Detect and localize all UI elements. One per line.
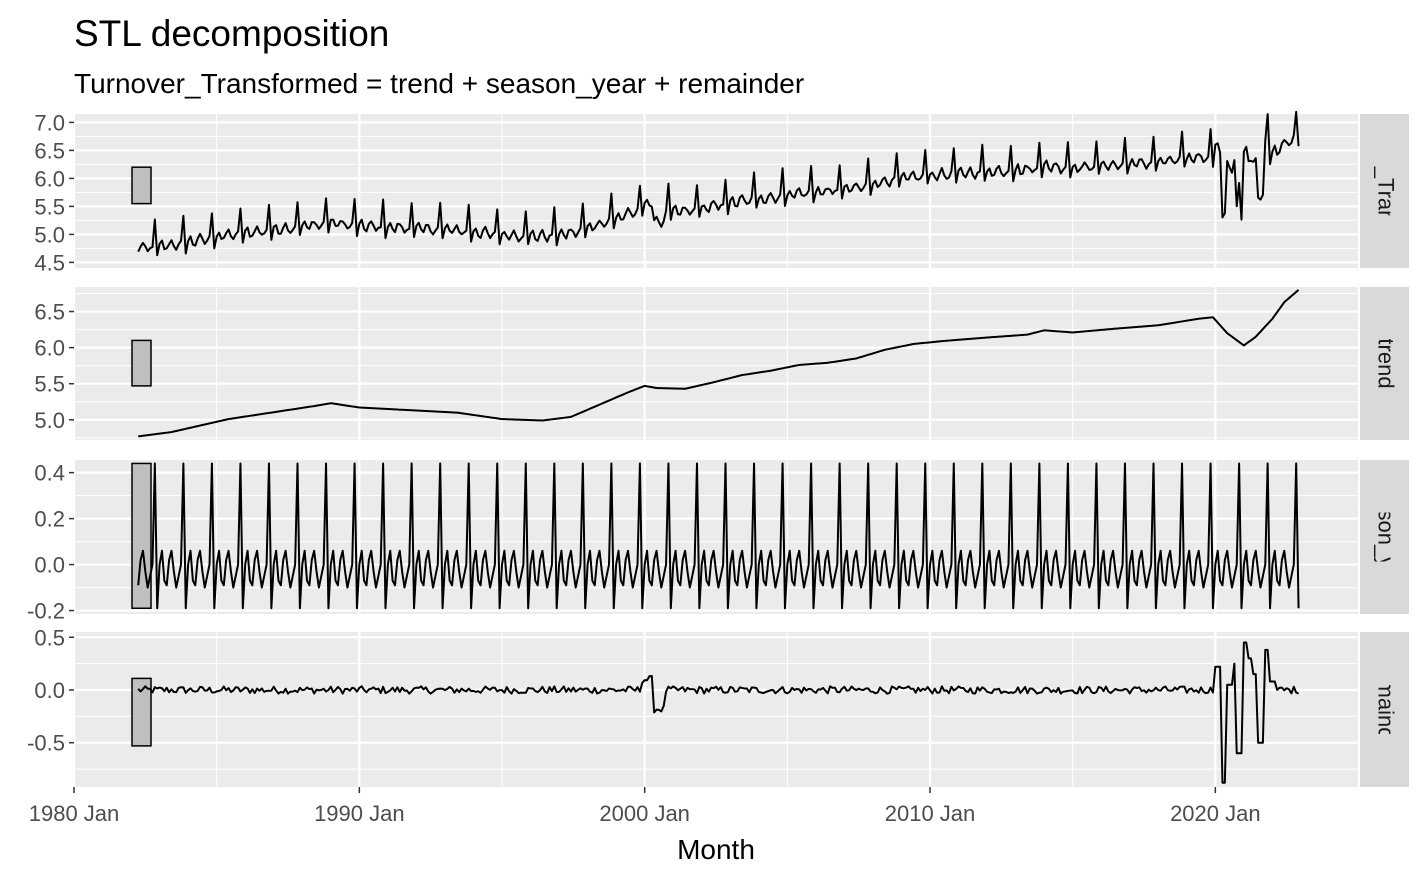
facet-strip: over_Transfor (1360, 114, 1409, 268)
y-tick-label: 5.0 (34, 222, 65, 247)
facet-strip-label: trend (1374, 338, 1399, 388)
facet-strip: season_year (1360, 460, 1409, 614)
facet-strip: trend (1360, 287, 1409, 440)
panel-background (74, 632, 1358, 787)
strip-background (1360, 114, 1409, 268)
x-tick-label: 2020 Jan (1170, 801, 1261, 826)
scale-range-bar (131, 166, 152, 205)
facet-strip-label: remainder (1374, 660, 1399, 759)
y-tick-label: 0.5 (34, 625, 65, 650)
y-tick-label: 6.5 (34, 300, 65, 325)
y-tick-label: -0.5 (27, 731, 65, 756)
chart-title: STL decomposition (74, 13, 389, 54)
y-tick-label: 0.2 (34, 507, 65, 532)
y-tick-label: 7.0 (34, 110, 65, 135)
y-tick-label: -0.2 (27, 599, 65, 624)
y-tick-label: 4.5 (34, 250, 65, 275)
facet-panels: 4.5 5.0 5.5 6.0 6.5 7.0 over_Transfor 5.0 5.5 6.0… (27, 110, 1409, 787)
panel-background (74, 287, 1358, 440)
series-line-remainder (137, 641, 1299, 784)
facet-panel-trend: 5.0 5.5 6.0 6.5 trend (34, 287, 1409, 440)
y-tick-label: 0.4 (34, 461, 65, 486)
panel-background (74, 460, 1358, 614)
strip-background (1360, 460, 1409, 614)
series-line-trend (138, 289, 1300, 438)
x-axis-title: Month (677, 834, 755, 865)
x-tick-label: 1990 Jan (314, 801, 405, 826)
y-tick-label: 5.5 (34, 194, 65, 219)
y-tick-label: 6.5 (34, 138, 65, 163)
scale-range-bar (131, 677, 152, 747)
panel-background (74, 114, 1358, 268)
y-tick-label: 0.0 (34, 678, 65, 703)
strip-background (1360, 287, 1409, 440)
strip-background (1360, 632, 1409, 787)
series-line-turnover-transformed (137, 110, 1300, 257)
y-tick-label: 5.0 (34, 408, 65, 433)
facet-strip-label: season_year (1374, 474, 1399, 600)
x-tick-label: 2010 Jan (885, 801, 976, 826)
facet-panel-turnover-transformed: 4.5 5.0 5.5 6.0 6.5 7.0 over_Transfor (34, 110, 1409, 275)
facet-strip-label: over_Transfor (1374, 123, 1399, 259)
y-tick-label: 6.0 (34, 166, 65, 191)
x-tick-label: 1980 Jan (29, 801, 120, 826)
facet-strip: remainder (1360, 632, 1409, 787)
series-line-season-year (137, 462, 1300, 610)
x-tick-label: 2000 Jan (599, 801, 690, 826)
y-tick-label: 5.5 (34, 372, 65, 397)
facet-panel-remainder: -0.5 0.0 0.5 remainder (27, 625, 1409, 787)
chart-subtitle: Turnover_Transformed = trend + season_ye… (74, 68, 804, 99)
y-tick-label: 0.0 (34, 553, 65, 578)
x-axis: 1980 Jan 1990 Jan 2000 Jan 2010 Jan 2020 Jan (29, 787, 1261, 826)
scale-range-bar (131, 339, 152, 387)
y-tick-label: 6.0 (34, 336, 65, 361)
facet-panel-season-year: -0.2 0.0 0.2 0.4 season_year (27, 460, 1409, 624)
